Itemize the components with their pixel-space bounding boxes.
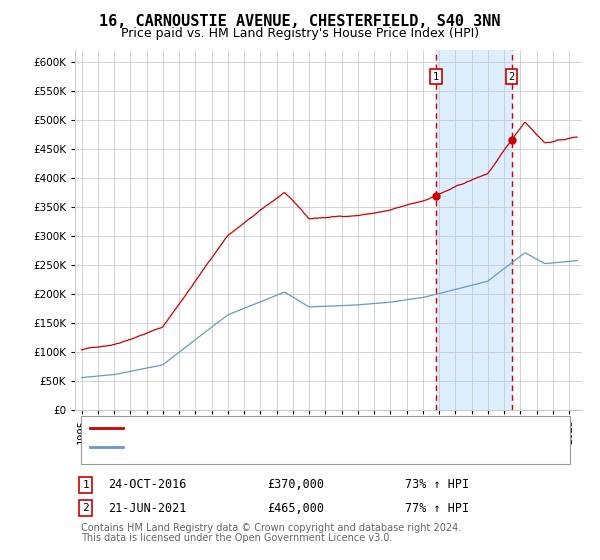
Text: 73% ↑ HPI: 73% ↑ HPI	[405, 478, 469, 491]
Bar	[436, 50, 512, 410]
Text: This data is licensed under the Open Government Licence v3.0.: This data is licensed under the Open Gov…	[81, 533, 392, 543]
Text: 24-OCT-2016: 24-OCT-2016	[108, 478, 187, 491]
Text: HPI: Average price, detached house, Chesterfield: HPI: Average price, detached house, Ches…	[128, 442, 402, 452]
Text: 2: 2	[82, 503, 89, 514]
Text: 1: 1	[82, 480, 89, 490]
Text: 16, CARNOUSTIE AVENUE, CHESTERFIELD, S40 3NN: 16, CARNOUSTIE AVENUE, CHESTERFIELD, S40…	[99, 14, 501, 29]
Text: Contains HM Land Registry data © Crown copyright and database right 2024.: Contains HM Land Registry data © Crown c…	[81, 523, 461, 533]
Text: 1: 1	[433, 72, 439, 82]
Text: 2: 2	[509, 72, 515, 82]
Text: £370,000: £370,000	[267, 478, 324, 491]
Text: £465,000: £465,000	[267, 502, 324, 515]
Text: 21-JUN-2021: 21-JUN-2021	[108, 502, 187, 515]
Text: 16, CARNOUSTIE AVENUE, CHESTERFIELD, S40 3NN (detached house): 16, CARNOUSTIE AVENUE, CHESTERFIELD, S40…	[128, 423, 517, 433]
Text: 77% ↑ HPI: 77% ↑ HPI	[405, 502, 469, 515]
Text: Price paid vs. HM Land Registry's House Price Index (HPI): Price paid vs. HM Land Registry's House …	[121, 27, 479, 40]
